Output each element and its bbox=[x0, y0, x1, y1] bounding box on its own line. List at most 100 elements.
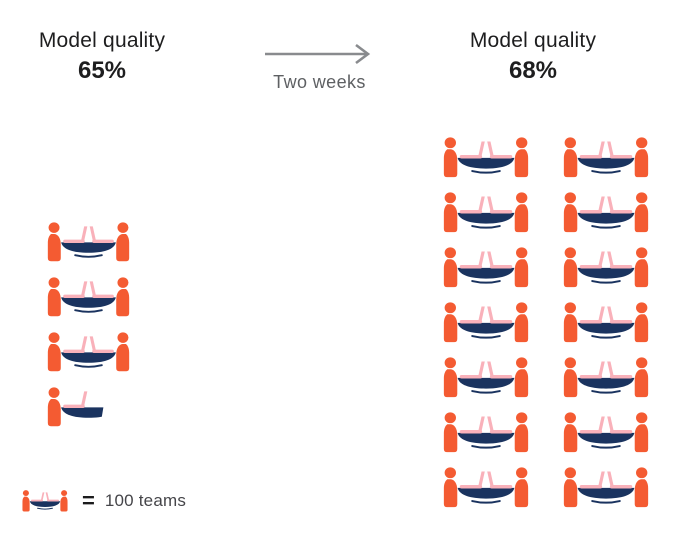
team-of-two-at-table-icon bbox=[563, 192, 649, 233]
person-figure bbox=[116, 222, 130, 262]
laptop-icon bbox=[579, 361, 605, 379]
table-shape bbox=[577, 267, 635, 279]
person-figure bbox=[443, 412, 458, 453]
laptop-icon bbox=[487, 306, 513, 324]
table-base-arc bbox=[74, 254, 103, 258]
table-base-arc bbox=[591, 500, 621, 504]
table-shape bbox=[457, 377, 515, 389]
table-base-arc bbox=[471, 445, 501, 449]
laptop-icon bbox=[459, 416, 485, 434]
right-group-title: Model quality bbox=[469, 29, 597, 52]
team-of-two-at-table-icon bbox=[563, 302, 649, 343]
legend-team-icon bbox=[22, 490, 68, 512]
person-figure bbox=[634, 467, 649, 508]
table-shape bbox=[457, 487, 515, 499]
person-figure bbox=[514, 412, 529, 453]
laptop-icon bbox=[579, 416, 605, 434]
table-base-arc bbox=[591, 225, 621, 229]
person-figure bbox=[563, 247, 578, 288]
table-shape bbox=[457, 157, 515, 169]
left-group-title: Model quality bbox=[38, 29, 166, 52]
person-figure bbox=[116, 277, 130, 317]
laptop-icon bbox=[579, 251, 605, 269]
team-of-two-at-table-icon bbox=[47, 332, 130, 372]
person-figure bbox=[563, 192, 578, 233]
person-figure bbox=[514, 467, 529, 508]
table-shape bbox=[61, 242, 116, 253]
transition-label: Two weeks bbox=[273, 72, 366, 92]
table-base-arc bbox=[471, 280, 501, 284]
table-shape bbox=[577, 212, 635, 224]
person-figure bbox=[443, 247, 458, 288]
laptop-icon bbox=[579, 141, 605, 159]
table-shape bbox=[61, 352, 116, 363]
laptop-icon bbox=[487, 361, 513, 379]
laptop-icon bbox=[63, 336, 88, 353]
person-figure bbox=[514, 137, 529, 178]
table-shape bbox=[577, 377, 635, 389]
left-group-header: Model quality 65% bbox=[7, 28, 197, 85]
team-of-two-at-table-icon bbox=[443, 192, 529, 233]
laptop-icon bbox=[63, 281, 88, 298]
person-figure bbox=[514, 247, 529, 288]
person-figure bbox=[443, 192, 458, 233]
laptop-icon bbox=[63, 226, 88, 243]
table-shape bbox=[61, 297, 116, 308]
person-figure bbox=[443, 137, 458, 178]
person-figure bbox=[48, 387, 61, 426]
legend-label: 100 teams bbox=[104, 491, 187, 510]
laptop-icon bbox=[487, 416, 513, 434]
team-of-two-at-table-icon bbox=[22, 490, 68, 512]
table-base-arc bbox=[591, 335, 621, 339]
person-figure bbox=[514, 192, 529, 233]
right-arrow-icon bbox=[264, 43, 370, 65]
person-figure bbox=[634, 412, 649, 453]
laptop-icon bbox=[487, 196, 513, 214]
table-base-arc bbox=[471, 390, 501, 394]
laptop-icon bbox=[459, 306, 485, 324]
person-figure bbox=[634, 302, 649, 343]
table-base-arc bbox=[471, 500, 501, 504]
team-of-two-at-table-icon bbox=[443, 302, 529, 343]
table-shape bbox=[457, 322, 515, 334]
right-group-header: Model quality 68% bbox=[438, 28, 628, 85]
laptop-icon bbox=[63, 391, 87, 408]
person-figure bbox=[443, 357, 458, 398]
table-base-arc bbox=[591, 280, 621, 284]
laptop-icon bbox=[607, 141, 633, 159]
table-base-arc bbox=[591, 390, 621, 394]
laptop-icon bbox=[607, 361, 633, 379]
person-figure bbox=[563, 412, 578, 453]
laptop-icon bbox=[487, 251, 513, 269]
laptop-icon bbox=[579, 196, 605, 214]
person-figure bbox=[22, 490, 30, 512]
team-of-two-at-table-icon bbox=[47, 277, 130, 317]
person-figure bbox=[634, 247, 649, 288]
laptop-icon bbox=[607, 416, 633, 434]
person-figure bbox=[634, 192, 649, 233]
person-figure bbox=[634, 357, 649, 398]
laptop-icon bbox=[579, 471, 605, 489]
equals-sign: = bbox=[82, 488, 95, 513]
table-shape bbox=[61, 407, 116, 417]
team-of-two-at-table-icon bbox=[443, 467, 529, 508]
left-icon-column bbox=[47, 222, 130, 427]
laptop-icon bbox=[89, 281, 114, 298]
person-figure bbox=[634, 137, 649, 178]
team-of-two-at-table-icon bbox=[563, 412, 649, 453]
person-figure bbox=[443, 302, 458, 343]
laptop-icon bbox=[30, 492, 45, 502]
right-group-value: 68% bbox=[508, 56, 558, 84]
table-shape bbox=[29, 501, 61, 507]
table-shape bbox=[457, 212, 515, 224]
laptop-icon bbox=[89, 336, 114, 353]
table-shape bbox=[577, 432, 635, 444]
laptop-icon bbox=[89, 226, 114, 243]
team-of-two-at-table-icon bbox=[563, 357, 649, 398]
table-base-arc bbox=[37, 507, 53, 510]
laptop-icon bbox=[579, 306, 605, 324]
laptop-icon bbox=[459, 251, 485, 269]
table-base-arc bbox=[591, 445, 621, 449]
laptop-icon bbox=[459, 471, 485, 489]
team-of-two-at-table-icon bbox=[443, 247, 529, 288]
